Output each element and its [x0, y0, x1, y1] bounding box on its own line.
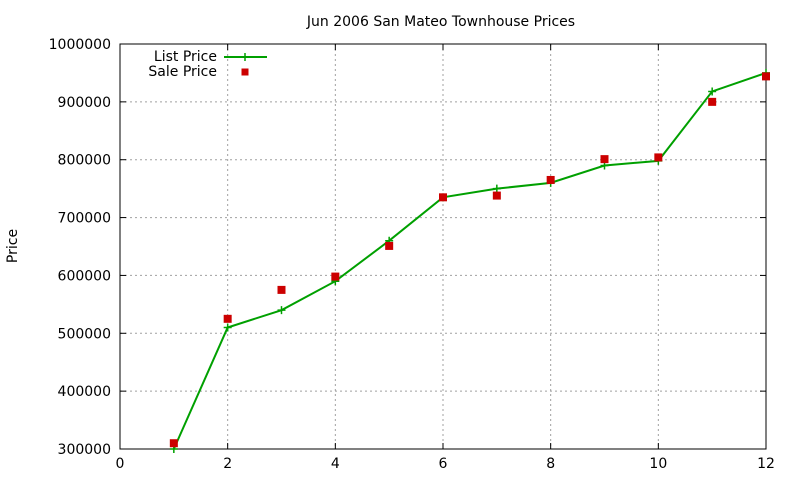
y-tick-label: 400000	[58, 384, 111, 400]
x-tick-label: 2	[223, 456, 232, 472]
sale-price-point	[708, 97, 717, 106]
x-tick-label: 0	[116, 456, 125, 472]
legend: List Price Sale Price	[148, 49, 267, 80]
series-layer	[169, 68, 770, 453]
series-line-list-price	[172, 71, 767, 450]
legend-marker-list-price	[241, 53, 249, 61]
list-price-point	[492, 184, 501, 193]
sale-price-point	[762, 72, 770, 81]
sale-price-point	[439, 193, 447, 202]
x-tick-label: 10	[649, 456, 667, 472]
sale-price-point	[654, 153, 663, 162]
y-tick-label: 700000	[58, 211, 111, 227]
y-tick-label: 1000000	[49, 37, 111, 53]
legend-marker-sale-price	[241, 68, 249, 76]
x-tick-label: 4	[331, 456, 340, 472]
legend-label-list-price: List Price	[154, 49, 217, 65]
sale-price-point	[546, 175, 555, 184]
x-tick-label: 6	[439, 456, 448, 472]
sale-price-point	[277, 285, 286, 294]
legend-label-sale-price: Sale Price	[148, 64, 217, 80]
chart-title: Jun 2006 San Mateo Townhouse Prices	[306, 14, 575, 30]
sale-price-point	[600, 155, 609, 164]
y-tick-label: 300000	[58, 442, 111, 458]
x-tick-label: 8	[546, 456, 555, 472]
y-tick-label: 500000	[58, 326, 111, 342]
sale-price-point	[331, 272, 340, 281]
list-price-point	[277, 306, 286, 315]
list-price-point	[708, 87, 717, 96]
y-tick-label: 900000	[58, 95, 111, 111]
sale-price-point	[223, 314, 232, 323]
sale-price-point	[492, 191, 501, 200]
grid-lines	[120, 44, 766, 449]
axis-ticks: 0 2 4 6 8 10 12 300000 400000 500000 600000 700000 8…	[49, 37, 775, 472]
y-axis-label: Price	[5, 229, 21, 263]
y-tick-label: 800000	[58, 153, 111, 169]
sale-price-point	[169, 439, 178, 448]
sale-price-point	[385, 241, 394, 250]
x-tick-label: 12	[757, 456, 775, 472]
y-tick-label: 600000	[58, 268, 111, 284]
list-price-point	[223, 323, 232, 332]
